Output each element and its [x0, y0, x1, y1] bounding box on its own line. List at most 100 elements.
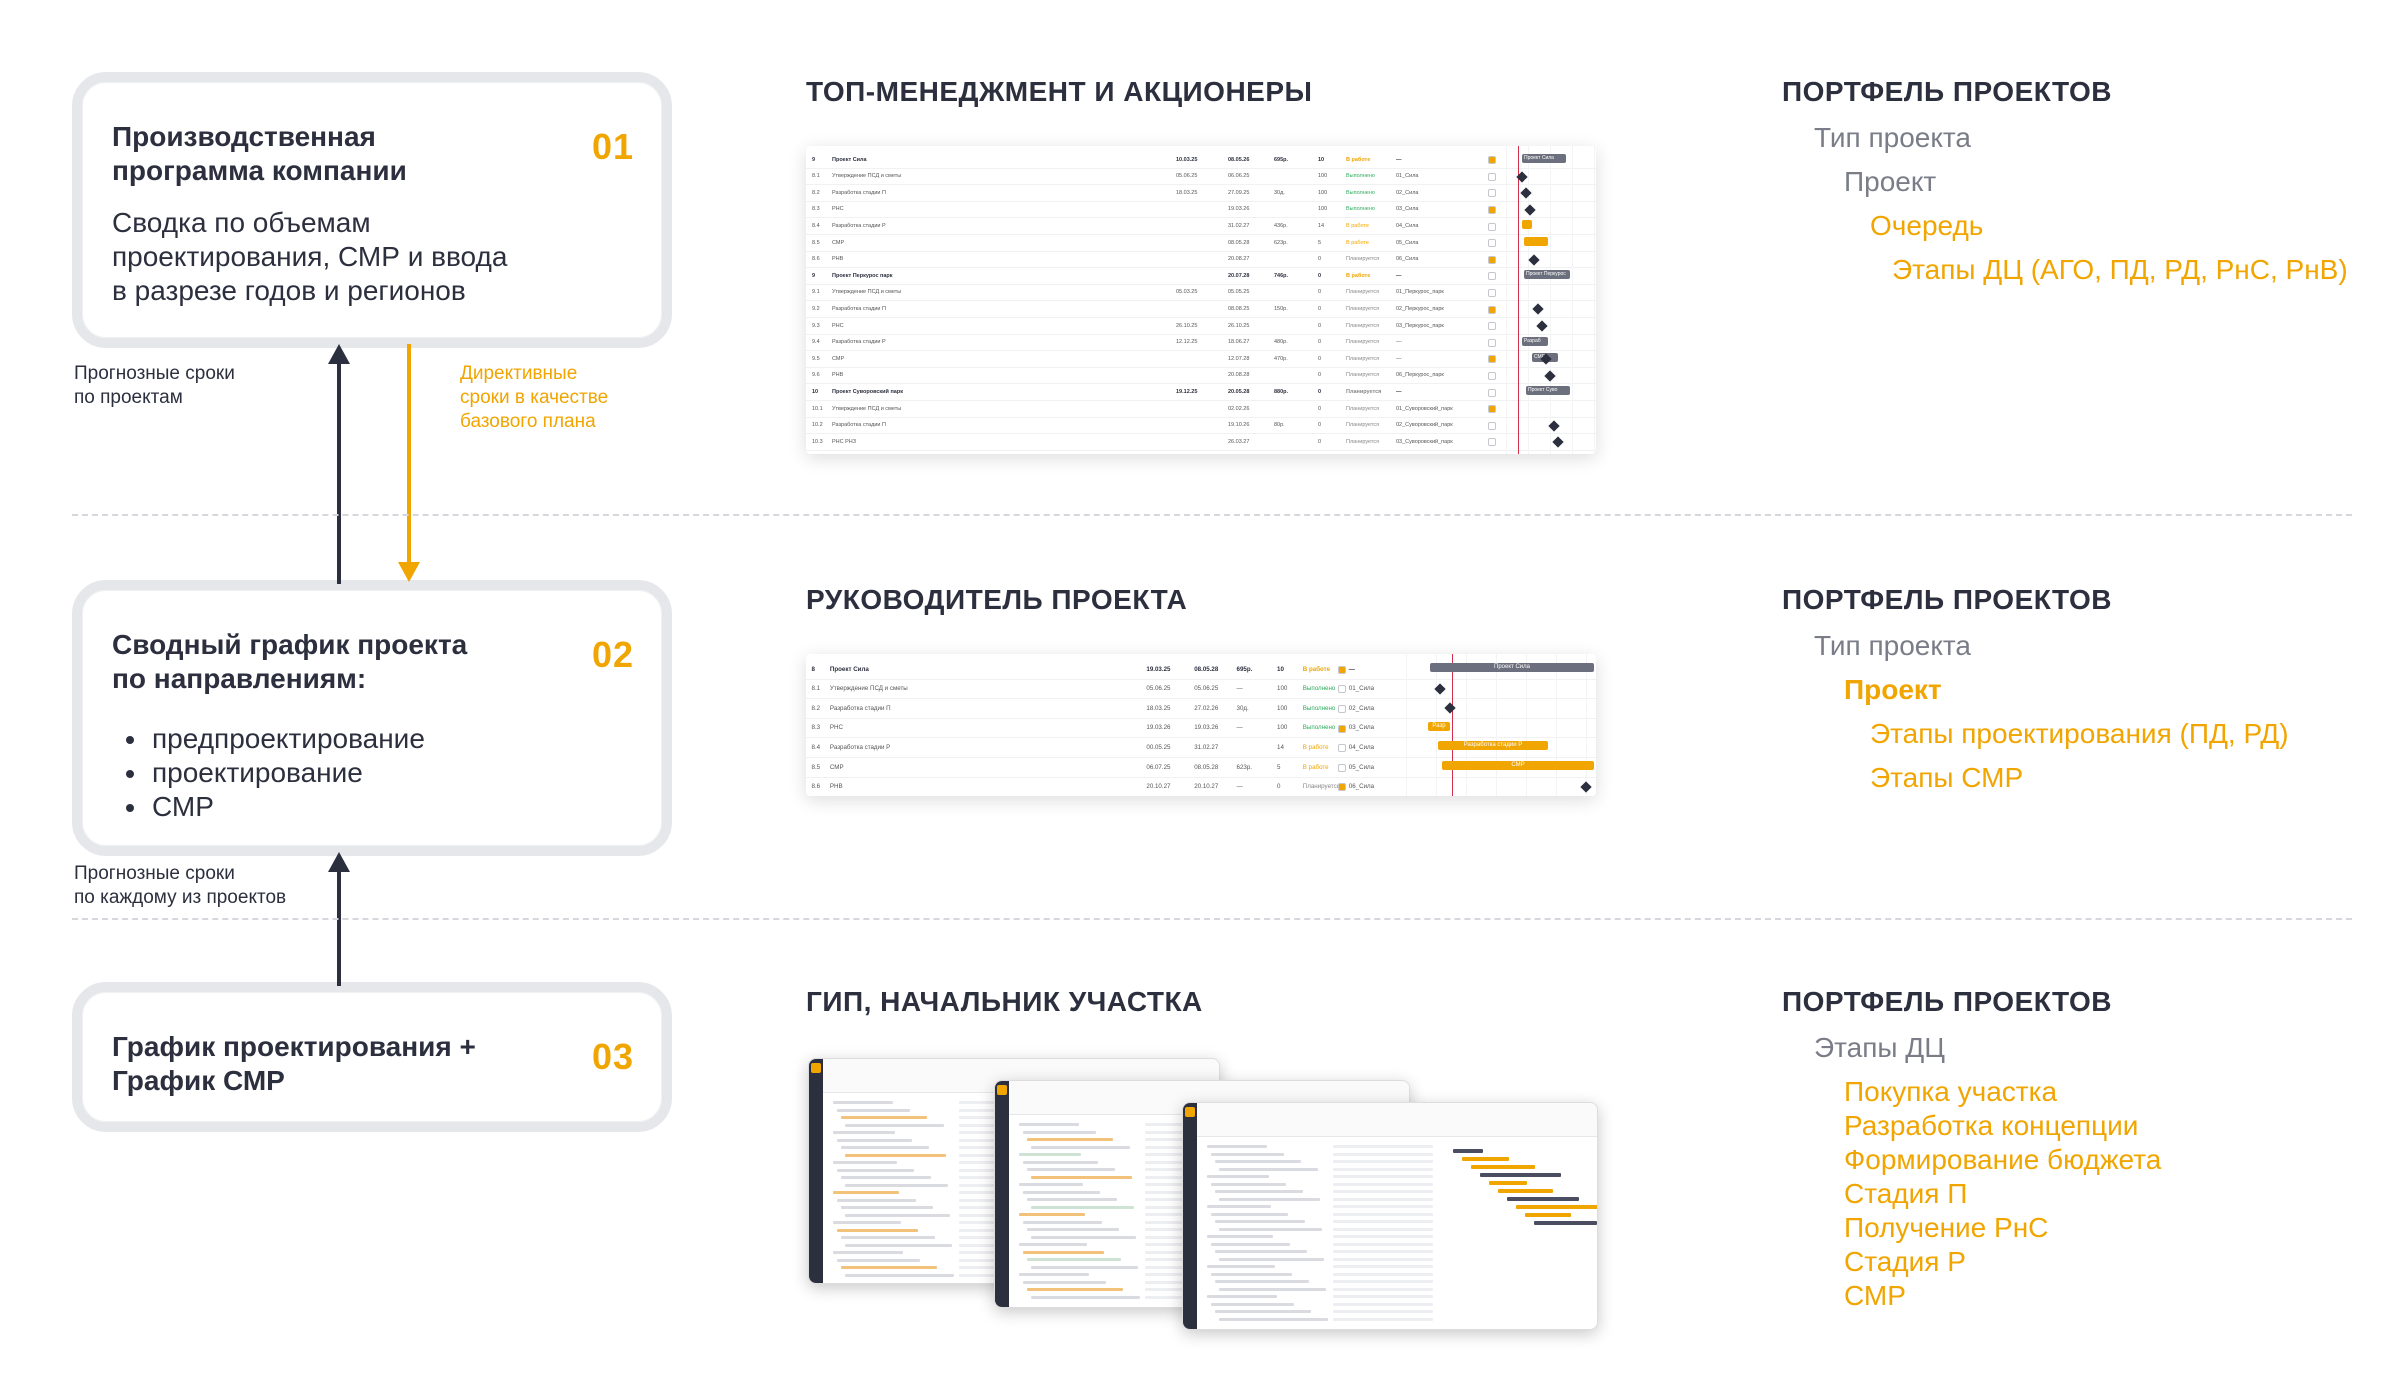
- table-cell: 27.09.25: [1228, 189, 1250, 196]
- list-item: [1019, 1183, 1083, 1186]
- row-checkbox: [1338, 724, 1346, 733]
- table-cell: 19.12.25: [1176, 388, 1198, 395]
- list-item: [841, 1236, 935, 1239]
- table-cell: 8.6: [811, 783, 821, 791]
- table-row: 10.2 Разработка стадии П 19.10.26 80р. 0 План…: [806, 418, 1596, 435]
- gantt-bar: [1507, 1197, 1579, 1201]
- row-checkbox: [1338, 704, 1346, 713]
- table-cell: Утверждение ПСД и сметы: [832, 173, 902, 180]
- table-cell: Утверждение ПСД и сметы: [832, 405, 902, 412]
- list-item-value: [1333, 1145, 1433, 1148]
- list-item: [1023, 1250, 1104, 1254]
- row-checkbox: [1488, 272, 1496, 281]
- table-cell: 19.03.26: [1146, 724, 1171, 732]
- table-cell: 20.10.27: [1194, 783, 1219, 791]
- gantt-today-line: [1518, 146, 1519, 454]
- list-item: [1215, 1160, 1301, 1163]
- table-cell: Планируется: [1346, 405, 1380, 412]
- table-cell: 05_Сила: [1396, 239, 1419, 246]
- list-item: [1211, 1302, 1294, 1306]
- gantt-bar: Проект Перкурос: [1524, 270, 1570, 280]
- table-cell: Планируется: [1346, 256, 1380, 263]
- list-item: [1207, 1175, 1269, 1178]
- list-item-value: [1333, 1295, 1433, 1298]
- list-item: [1219, 1227, 1322, 1231]
- table-cell: 30д.: [1236, 704, 1249, 712]
- table-cell: 0: [1318, 422, 1322, 429]
- list-item: [1215, 1250, 1307, 1253]
- table-row: 9 Проект Перкурос парк 20.07.28 746р. 0 В раб…: [806, 268, 1596, 285]
- row-divider: [806, 698, 1596, 700]
- table-cell: 8: [811, 665, 815, 673]
- row-checkbox: [1488, 206, 1496, 215]
- list-item: [1019, 1153, 1081, 1156]
- row-divider: [806, 333, 1596, 335]
- table-cell: —: [1236, 685, 1243, 693]
- table-cell: Проект Перкурос парк: [832, 272, 893, 279]
- row-checkbox: [1338, 665, 1346, 674]
- table-cell: 100: [1277, 704, 1288, 712]
- table-cell: 14: [1277, 744, 1284, 752]
- table-cell: —: [1348, 665, 1355, 673]
- table-row: 8.2 Разработка стадии П 18.03.25 27.09.25 30…: [806, 185, 1596, 202]
- table-cell: 05.06.25: [1194, 685, 1219, 693]
- table-cell: 01_Перкурос_парк: [1396, 289, 1444, 296]
- table-cell: 19.03.25: [1146, 665, 1171, 673]
- table-cell: 8.6: [812, 256, 820, 263]
- portfolio-level: Тип проекта: [1814, 630, 1971, 661]
- table-cell: 8.3: [812, 206, 820, 213]
- row-checkbox: [1488, 305, 1496, 314]
- list-item-value: [1333, 1175, 1433, 1178]
- table-cell: 5: [1277, 763, 1281, 771]
- row-checkbox: [1488, 338, 1496, 347]
- table-cell: РНС РНЗ: [832, 438, 857, 445]
- list-item: [1031, 1175, 1132, 1179]
- list-item: [1031, 1235, 1136, 1239]
- list-item-value: [1333, 1227, 1433, 1231]
- table-row: 9.3 РНС 26.10.25 26.10.25 0 Планируется 03_Пер…: [806, 318, 1596, 335]
- table-cell: —: [1396, 272, 1402, 279]
- table-row: 8.6 РНВ 20.08.27 0 Планируется 06_Сила: [806, 252, 1596, 269]
- table-cell: Разработка стадии П: [829, 704, 891, 712]
- table-cell: 27.02.26: [1194, 704, 1219, 712]
- list-item: [845, 1273, 954, 1277]
- list-item: [1023, 1160, 1098, 1164]
- table-cell: 695р.: [1236, 665, 1253, 673]
- table-cell: 623р.: [1236, 763, 1253, 771]
- list-item: [837, 1228, 918, 1232]
- list-item: [1023, 1130, 1096, 1134]
- table-cell: 03_Сила: [1396, 206, 1419, 213]
- table-cell: 9: [812, 156, 816, 163]
- table-cell: Утверждение ПСД и сметы: [829, 685, 908, 693]
- list-item: [1211, 1242, 1290, 1246]
- portfolio-level: Проект: [1844, 674, 1942, 705]
- portfolio-title: ПОРТФЕЛЬ ПРОЕКТОВ: [1782, 584, 2112, 615]
- note-forecast-each-project: Прогнозные сроки по каждому из проектов: [74, 863, 287, 908]
- table-cell: Выполнено: [1302, 724, 1336, 732]
- level-title: Сводный график проекта по направлениям:: [112, 629, 468, 694]
- section-title-chief-engineer: ГИП, НАЧАЛЬНИК УЧАСТКА: [806, 986, 1203, 1017]
- list-item-value: [1333, 1212, 1433, 1216]
- table-row: 10 Проект Суворовский парк 19.12.25 20.05.2…: [806, 384, 1596, 401]
- table-cell: 0: [1318, 305, 1322, 312]
- portfolio-level: Проект: [1844, 166, 1937, 197]
- table-cell: 02_Сила: [1348, 704, 1375, 712]
- table-cell: 10: [812, 388, 819, 395]
- list-item-value: [1333, 1280, 1433, 1283]
- level-description: Сводка по объемам проектирования, СМР и …: [112, 207, 508, 306]
- table-cell: 8.1: [812, 173, 820, 180]
- table-row: 8.6 РНВ 20.10.27 20.10.27 — 0 Планируется 06_Си…: [806, 778, 1596, 796]
- table-cell: 03_Сила: [1348, 724, 1375, 732]
- level-card-03: График проектирования + График СМР 03: [72, 982, 672, 1132]
- table-cell: 02.02.26: [1228, 405, 1250, 412]
- table-cell: 20.07.28: [1228, 272, 1250, 279]
- table-cell: 02_Суворовский_парк: [1396, 422, 1453, 429]
- table-cell: 06.06.25: [1228, 173, 1250, 180]
- table-cell: 9.2: [812, 305, 820, 312]
- level-card-02: Сводный график проекта по направлениям: …: [72, 580, 672, 856]
- row-checkbox: [1488, 222, 1496, 231]
- list-item: [1215, 1310, 1311, 1313]
- gantt-bar: Проект Сила: [1522, 154, 1566, 163]
- list-item: [1023, 1220, 1102, 1224]
- row-checkbox: [1488, 172, 1496, 181]
